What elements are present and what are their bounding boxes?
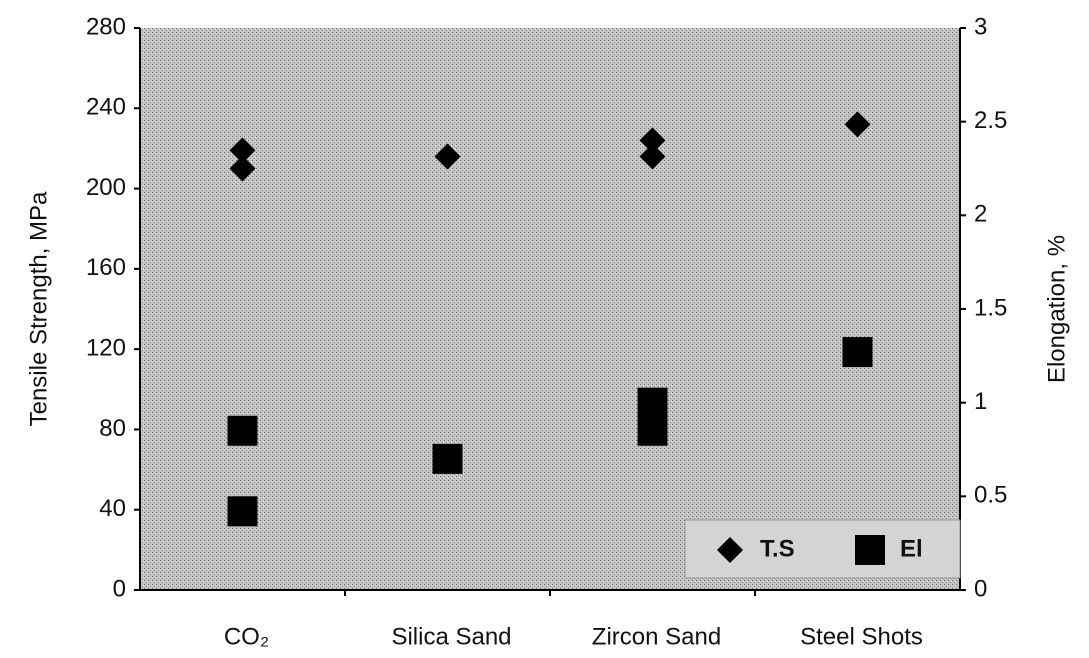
x-tick-label: Steel Shots <box>800 623 923 650</box>
point <box>434 143 461 170</box>
point <box>227 496 258 527</box>
x-tick-label: Zircon Sand <box>592 623 721 650</box>
point <box>842 337 873 368</box>
point <box>229 155 256 182</box>
y-tick-label: 120 <box>86 334 126 361</box>
y-tick-label: 40 <box>99 495 126 522</box>
y2-axis-title: Elongation, % <box>1043 235 1070 383</box>
point <box>844 111 871 138</box>
y2-tick-label: 3 <box>974 13 987 40</box>
y-tick-label: 240 <box>86 94 126 121</box>
point <box>229 137 256 164</box>
y-tick-label: 280 <box>86 13 126 40</box>
legend-marker <box>717 537 743 563</box>
y2-tick-label: 1.5 <box>974 294 1007 321</box>
y-tick-label: 160 <box>86 254 126 281</box>
x-tick-label: Silica Sand <box>391 623 511 650</box>
point <box>639 143 666 170</box>
y2-tick-label: 2.5 <box>974 107 1007 134</box>
legend-label: T.S <box>760 535 795 562</box>
y2-tick-label: 0 <box>974 575 987 602</box>
y2-tick-label: 2 <box>974 201 987 228</box>
point <box>432 443 463 474</box>
y2-tick-label: 1 <box>974 388 987 415</box>
y2-tick-label: 0.5 <box>974 482 1007 509</box>
y-tick-label: 200 <box>86 174 126 201</box>
legend-label: El <box>900 535 923 562</box>
point <box>637 415 668 446</box>
y-axis-title: Tensile Strength, MPa <box>25 191 52 426</box>
legend-marker <box>855 535 885 565</box>
x-tick-label: CO₂ <box>224 623 269 650</box>
point <box>227 415 258 446</box>
y-tick-label: 80 <box>99 415 126 442</box>
plot-area <box>140 28 960 590</box>
y-tick-label: 0 <box>113 575 126 602</box>
point <box>639 127 666 154</box>
